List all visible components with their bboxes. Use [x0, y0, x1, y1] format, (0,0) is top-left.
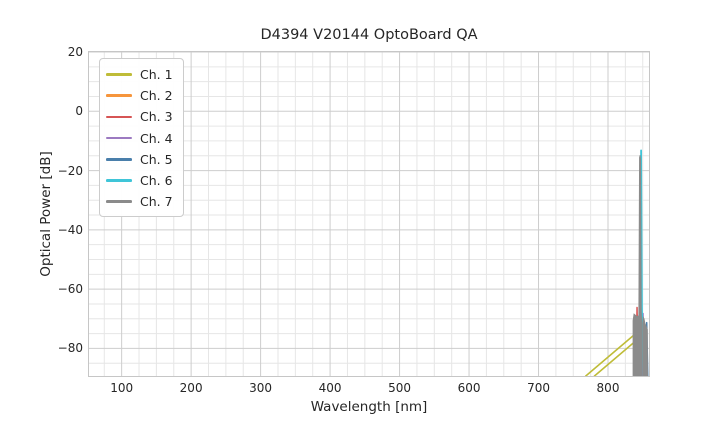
x-tick-label: 300 — [249, 381, 273, 395]
y-tick-label: −60 — [57, 282, 83, 297]
x-tick-label: 800 — [596, 381, 620, 395]
x-tick-label: 500 — [388, 381, 412, 395]
legend-entry: Ch. 3 — [106, 106, 179, 127]
y-tick-label: −80 — [57, 341, 83, 356]
legend-label: Ch. 6 — [140, 173, 173, 189]
legend-entry: Ch. 2 — [106, 85, 179, 106]
x-tick-label: 700 — [527, 381, 550, 395]
legend-label: Ch. 2 — [140, 88, 173, 104]
legend-entry: Ch. 1 — [106, 64, 179, 85]
trace-1 — [593, 338, 639, 376]
legend-line-swatch — [106, 179, 132, 182]
legend-entry: Ch. 5 — [106, 149, 179, 170]
x-tick-label: 200 — [179, 381, 203, 395]
trace-1 — [584, 330, 639, 376]
y-tick-label: −20 — [57, 163, 83, 178]
x-tick-label: 100 — [110, 381, 134, 395]
legend-line-swatch — [106, 94, 132, 98]
x-axis-label: Wavelength [nm] — [310, 399, 428, 415]
legend-entry: Ch. 6 — [106, 170, 179, 191]
legend-entry: Ch. 7 — [106, 191, 179, 212]
trace-7 — [642, 315, 648, 376]
legend-label: Ch. 7 — [140, 194, 173, 210]
legend-line-swatch — [106, 136, 132, 140]
y-tick-label: 20 — [67, 45, 83, 59]
y-tick-label: −40 — [57, 222, 83, 237]
chart-title: D4394 V20144 OptoBoard QA — [260, 27, 478, 43]
legend-label: Ch. 4 — [140, 130, 173, 146]
legend-label: Ch. 5 — [140, 151, 173, 167]
trace-7 — [632, 155, 642, 376]
x-tick-label: 400 — [318, 381, 342, 395]
legend: Ch. 1 Ch. 2 Ch. 3 Ch. 4 Ch. 5 Ch. 6 Ch. 7 — [99, 58, 184, 218]
plot-canvas — [89, 52, 649, 376]
legend-entry: Ch. 4 — [106, 128, 179, 149]
legend-line-swatch — [106, 73, 132, 76]
legend-label: Ch. 3 — [140, 109, 173, 125]
legend-line-swatch — [106, 200, 132, 204]
y-tick-label: 0 — [75, 104, 83, 119]
x-tick-label: 600 — [457, 381, 481, 395]
legend-line-swatch — [106, 158, 132, 161]
legend-line-swatch — [106, 115, 132, 119]
legend-label: Ch. 1 — [140, 67, 173, 83]
